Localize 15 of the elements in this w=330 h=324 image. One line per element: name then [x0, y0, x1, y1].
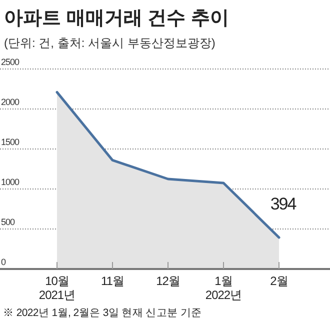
y-tick-label: 1000 [1, 177, 20, 187]
y-tick-label: 500 [1, 217, 16, 227]
y-tick-label: 2000 [1, 97, 20, 107]
x-tick-label: 1월 2022년 [205, 274, 242, 302]
x-tick-label: 2월 [270, 274, 288, 288]
x-tick-label: 10월 2021년 [38, 274, 76, 302]
y-tick-label: 2500 [1, 57, 20, 67]
x-tick-label: 11월 [101, 274, 124, 288]
x-tick-label: 12월 [156, 274, 180, 288]
y-tick-label: 1500 [1, 137, 20, 147]
chart-subtitle: (단위: 건, 출처: 서울시 부동산정보광장) [4, 36, 216, 50]
chart-title: 아파트 매매거래 건수 추이 [4, 8, 229, 29]
data-label: 394 [270, 194, 296, 214]
text: ※ 2022년 1월, 2월은 3일 현재 신고분 기준 [3, 307, 202, 319]
y-tick-label: 0 [1, 257, 6, 267]
